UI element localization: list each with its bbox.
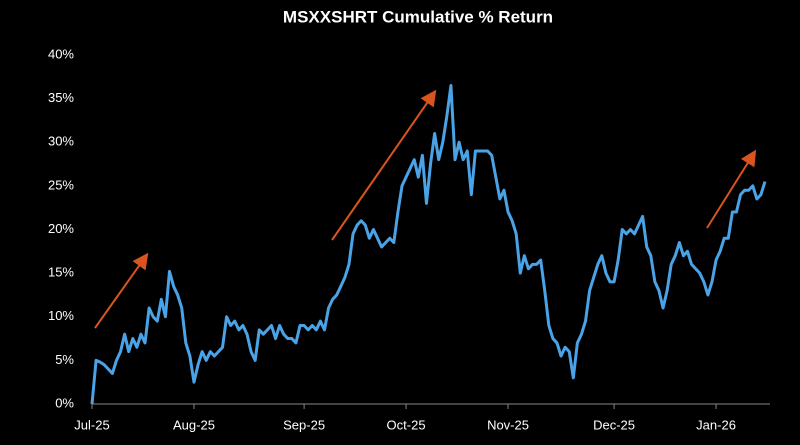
- x-tick-label: Jan-26: [696, 417, 736, 432]
- y-tick-label: 40%: [48, 46, 74, 61]
- x-tick-label: Nov-25: [487, 417, 529, 432]
- x-tick-label: Jul-25: [74, 417, 109, 432]
- y-tick-label: 20%: [48, 221, 74, 236]
- x-tick-label: Sep-25: [283, 417, 325, 432]
- annotation-arrow: [706, 149, 757, 229]
- x-tick-label: Oct-25: [387, 417, 426, 432]
- chart-title: MSXXSHRT Cumulative % Return: [283, 7, 553, 26]
- x-tick-label: Aug-25: [173, 417, 215, 432]
- line: [90, 84, 767, 405]
- y-tick-label: 30%: [48, 134, 74, 149]
- y-tick-label: 25%: [48, 177, 74, 192]
- y-tick-label: 35%: [48, 90, 74, 105]
- x-tick-label: Dec-25: [593, 417, 635, 432]
- y-tick-label: 0%: [55, 395, 74, 410]
- y-tick-label: 15%: [48, 265, 74, 280]
- y-tick-label: 5%: [55, 352, 74, 367]
- y-tick-label: 10%: [48, 308, 74, 323]
- annotation-arrow: [94, 252, 149, 329]
- annotation-arrow: [331, 89, 437, 241]
